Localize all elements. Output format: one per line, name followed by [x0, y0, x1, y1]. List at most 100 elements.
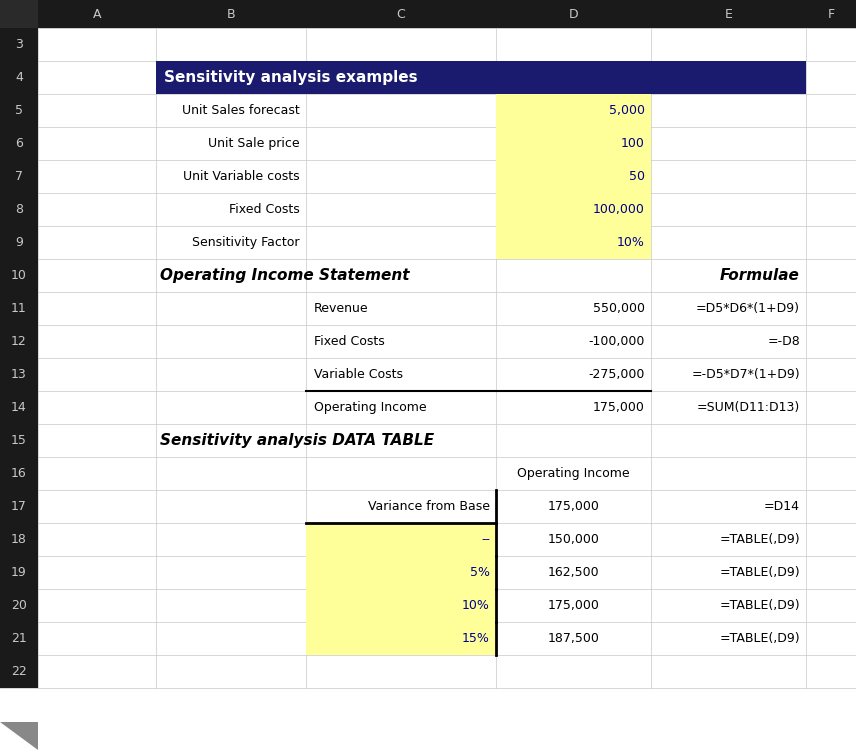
Text: --: --: [481, 533, 490, 546]
Text: 8: 8: [15, 203, 23, 216]
Bar: [156, 61, 806, 94]
Text: 4: 4: [15, 71, 23, 84]
Text: Sensitivity analysis DATA TABLE: Sensitivity analysis DATA TABLE: [160, 433, 434, 448]
Bar: [496, 0, 651, 28]
Bar: [0, 94, 38, 127]
Bar: [306, 556, 496, 589]
Bar: [306, 622, 496, 655]
Text: =-D5*D7*(1+D9): =-D5*D7*(1+D9): [692, 368, 800, 381]
Text: 175,000: 175,000: [548, 500, 599, 513]
Text: =-D8: =-D8: [767, 335, 800, 348]
Text: Fixed Costs: Fixed Costs: [229, 203, 300, 216]
Bar: [0, 226, 38, 259]
Bar: [306, 0, 496, 28]
Bar: [0, 292, 38, 325]
Text: 12: 12: [11, 335, 27, 348]
Bar: [0, 28, 38, 61]
Text: Fixed Costs: Fixed Costs: [314, 335, 384, 348]
Text: =TABLE(,D9): =TABLE(,D9): [719, 632, 800, 645]
Text: 5,000: 5,000: [609, 104, 645, 117]
Bar: [0, 556, 38, 589]
Text: C: C: [396, 8, 406, 20]
Text: -275,000: -275,000: [589, 368, 645, 381]
Bar: [0, 391, 38, 424]
Bar: [306, 589, 496, 622]
Text: 175,000: 175,000: [593, 401, 645, 414]
Text: 16: 16: [11, 467, 27, 480]
Text: 15%: 15%: [462, 632, 490, 645]
Text: 14: 14: [11, 401, 27, 414]
Text: 9: 9: [15, 236, 23, 249]
Bar: [0, 457, 38, 490]
Text: F: F: [828, 8, 835, 20]
Text: 10%: 10%: [462, 599, 490, 612]
Text: =SUM(D11:D13): =SUM(D11:D13): [697, 401, 800, 414]
Text: =D14: =D14: [764, 500, 800, 513]
Bar: [496, 160, 651, 193]
Text: Variance from Base: Variance from Base: [368, 500, 490, 513]
Text: =TABLE(,D9): =TABLE(,D9): [719, 533, 800, 546]
Text: 7: 7: [15, 170, 23, 183]
Text: 3: 3: [15, 38, 23, 51]
Text: =TABLE(,D9): =TABLE(,D9): [719, 566, 800, 579]
Text: 20: 20: [11, 599, 27, 612]
Text: -100,000: -100,000: [589, 335, 645, 348]
Bar: [0, 325, 38, 358]
Text: 150,000: 150,000: [548, 533, 599, 546]
Bar: [496, 226, 651, 259]
Text: Operating Income: Operating Income: [517, 467, 630, 480]
Text: E: E: [724, 8, 733, 20]
Text: Formulae: Formulae: [720, 268, 800, 283]
Text: 50: 50: [629, 170, 645, 183]
Text: 5%: 5%: [470, 566, 490, 579]
Bar: [496, 193, 651, 226]
Text: Variable Costs: Variable Costs: [314, 368, 403, 381]
Bar: [0, 193, 38, 226]
Bar: [496, 127, 651, 160]
Text: 22: 22: [11, 665, 27, 678]
Bar: [0, 589, 38, 622]
Text: 17: 17: [11, 500, 27, 513]
Text: 10: 10: [11, 269, 27, 282]
Polygon shape: [0, 722, 38, 750]
Text: Operating Income: Operating Income: [314, 401, 426, 414]
Text: 15: 15: [11, 434, 27, 447]
Bar: [496, 94, 651, 127]
Text: A: A: [92, 8, 101, 20]
Text: 187,500: 187,500: [548, 632, 599, 645]
Bar: [651, 0, 806, 28]
Text: Revenue: Revenue: [314, 302, 369, 315]
Text: Unit Sales forecast: Unit Sales forecast: [182, 104, 300, 117]
Text: Operating Income Statement: Operating Income Statement: [160, 268, 409, 283]
Bar: [0, 160, 38, 193]
Bar: [0, 127, 38, 160]
Text: 550,000: 550,000: [593, 302, 645, 315]
Text: B: B: [227, 8, 235, 20]
Bar: [0, 622, 38, 655]
Bar: [0, 523, 38, 556]
Text: =TABLE(,D9): =TABLE(,D9): [719, 599, 800, 612]
Bar: [0, 490, 38, 523]
Bar: [0, 259, 38, 292]
Bar: [0, 655, 38, 688]
Text: 162,500: 162,500: [548, 566, 599, 579]
Text: 6: 6: [15, 137, 23, 150]
Text: D: D: [568, 8, 579, 20]
Bar: [0, 424, 38, 457]
Text: Sensitivity Factor: Sensitivity Factor: [193, 236, 300, 249]
Text: 100,000: 100,000: [593, 203, 645, 216]
Text: 21: 21: [11, 632, 27, 645]
Text: 11: 11: [11, 302, 27, 315]
Bar: [806, 0, 856, 28]
Text: Unit Variable costs: Unit Variable costs: [183, 170, 300, 183]
Text: 10%: 10%: [617, 236, 645, 249]
Bar: [0, 61, 38, 94]
Bar: [156, 0, 306, 28]
Text: 18: 18: [11, 533, 27, 546]
Bar: [0, 358, 38, 391]
Bar: [38, 0, 156, 28]
Text: 5: 5: [15, 104, 23, 117]
Text: Unit Sale price: Unit Sale price: [208, 137, 300, 150]
Text: 175,000: 175,000: [548, 599, 599, 612]
Bar: [306, 523, 496, 556]
